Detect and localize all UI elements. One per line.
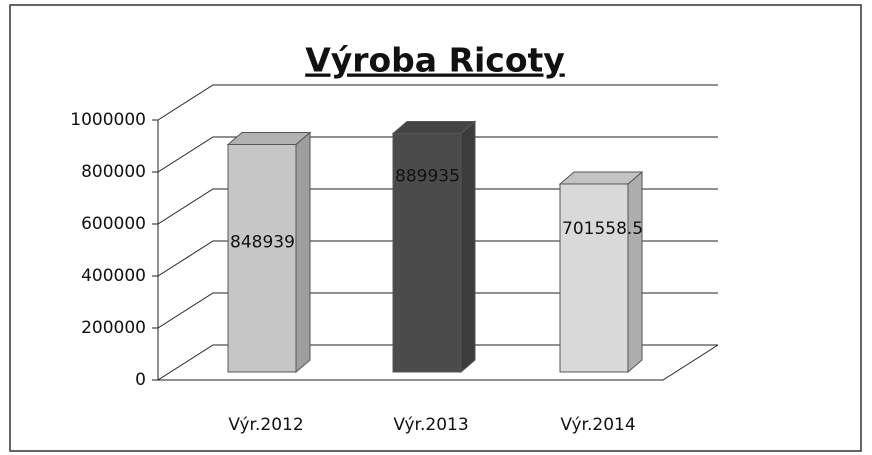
- data-label: 701558.5: [562, 219, 643, 239]
- bar-side: [627, 170, 643, 374]
- grid-line: [157, 292, 718, 329]
- bar-top: [558, 171, 644, 185]
- bar-top: [226, 131, 312, 145]
- data-label: 889935: [395, 166, 460, 186]
- bar: [559, 183, 629, 373]
- grid-line: [157, 240, 718, 277]
- y-tick-label: 600000: [81, 214, 146, 234]
- grid-line: [157, 84, 718, 121]
- data-label: 848939: [230, 232, 295, 252]
- grid-line: [157, 188, 718, 225]
- y-tick-label: 1000000: [70, 110, 146, 130]
- bar-top: [391, 120, 477, 134]
- bar: [227, 143, 297, 373]
- bar-side: [295, 131, 311, 374]
- grid-line: [157, 136, 718, 173]
- chart-title: Výroba Ricoty: [305, 41, 565, 80]
- x-tick-label: Výr.2012: [228, 415, 303, 435]
- y-tick-label: 0: [135, 370, 146, 390]
- bar: [392, 132, 462, 373]
- x-tick-label: Výr.2013: [393, 415, 468, 435]
- x-tick-label: Výr.2014: [560, 415, 635, 435]
- y-tick-label: 800000: [81, 162, 146, 182]
- y-tick-label: 200000: [81, 318, 146, 338]
- floor-edge: [158, 344, 719, 381]
- grid-line: [157, 344, 718, 381]
- y-tick-label: 400000: [81, 266, 146, 286]
- bar-side: [460, 120, 476, 374]
